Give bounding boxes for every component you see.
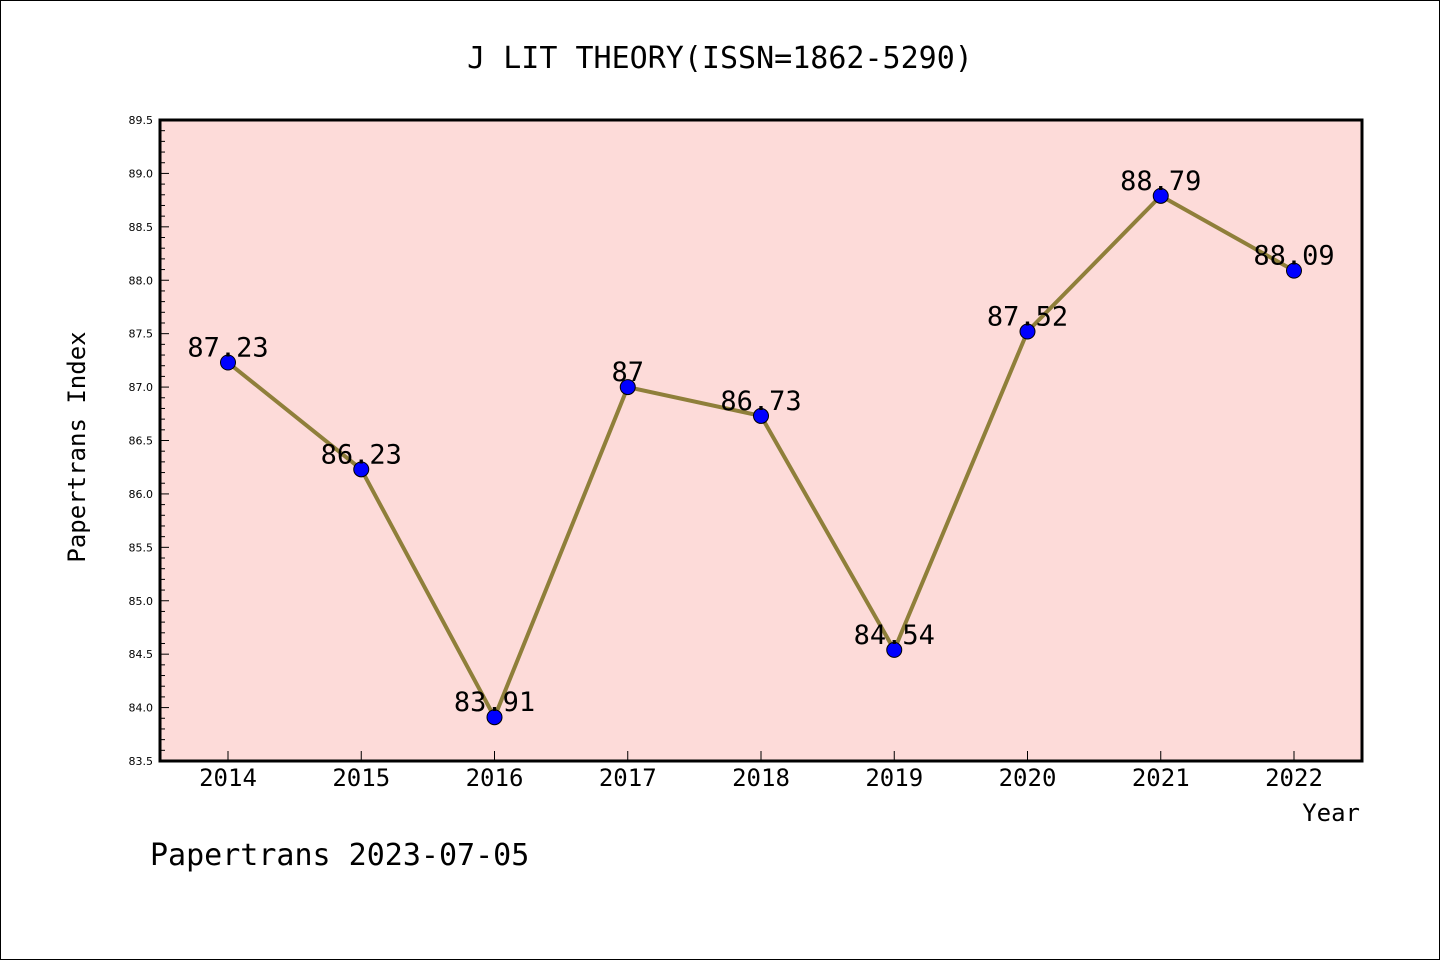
y-tick-label: 84.0 (129, 702, 154, 715)
y-tick-label: 89.0 (129, 167, 154, 180)
data-label: 83.91 (454, 687, 535, 718)
y-tick-label: 89.5 (129, 114, 154, 127)
x-axis: 2014 2015 2016 2017 2018 2019 2020 2021 2022 (199, 751, 1323, 792)
data-point (486, 709, 503, 726)
plot-area (158, 118, 1364, 763)
data-point (619, 379, 636, 396)
y-axis: 83.5 84.0 84.5 85.0 85.5 86.0 86.5 87.0 87.5 88.0… (129, 114, 169, 768)
data-label: 87.23 (187, 333, 268, 364)
footer-stamp: Papertrans 2023-07-05 (150, 838, 529, 873)
data-label: 84.54 (854, 620, 935, 651)
x-tick-label: 2020 (999, 764, 1057, 792)
x-tick-label: 2016 (466, 764, 524, 792)
data-point (753, 407, 769, 424)
x-tick-label: 2018 (732, 764, 790, 792)
data-label: 86.73 (720, 386, 801, 417)
y-tick-label: 86.5 (129, 435, 154, 448)
data-point (1286, 262, 1302, 279)
data-labels: 87.23 86.23 83.91 87 86.73 84.54 87.52 88.79 88.… (187, 166, 1334, 718)
x-tick-label: 2017 (599, 764, 657, 792)
y-tick-label: 83.5 (129, 755, 154, 768)
y-tick-label: 86.0 (129, 488, 154, 501)
data-point (1152, 187, 1169, 204)
x-tick-label: 2019 (865, 764, 923, 792)
data-point (353, 461, 370, 478)
y-tick-label: 84.5 (129, 648, 154, 661)
data-label: 86.23 (321, 439, 402, 470)
y-tick-label: 85.5 (129, 541, 154, 554)
y-tick-label: 87.0 (129, 381, 154, 394)
x-tick-label: 2014 (199, 764, 257, 792)
chart-title: J LIT THEORY(ISSN=1862-5290) (467, 41, 973, 76)
data-point (220, 354, 236, 371)
x-axis-label: Year (1302, 799, 1360, 827)
y-tick-label: 87.5 (129, 328, 154, 341)
x-tick-label: 2021 (1132, 764, 1190, 792)
x-tick-label: 2015 (332, 764, 390, 792)
markers (220, 187, 1302, 726)
x-tick-label: 2022 (1265, 764, 1323, 792)
data-label: 87 (611, 357, 644, 388)
data-label: 88.09 (1253, 241, 1334, 272)
y-tick-label: 88.5 (129, 221, 154, 234)
y-tick-label: 85.0 (129, 595, 154, 608)
data-label: 87.52 (987, 302, 1068, 333)
y-tick-label: 88.0 (129, 274, 154, 287)
y-axis-label: Papertrans Index (63, 331, 91, 562)
data-point (1019, 323, 1036, 340)
data-label: 88.79 (1120, 166, 1201, 197)
data-point (886, 641, 903, 658)
